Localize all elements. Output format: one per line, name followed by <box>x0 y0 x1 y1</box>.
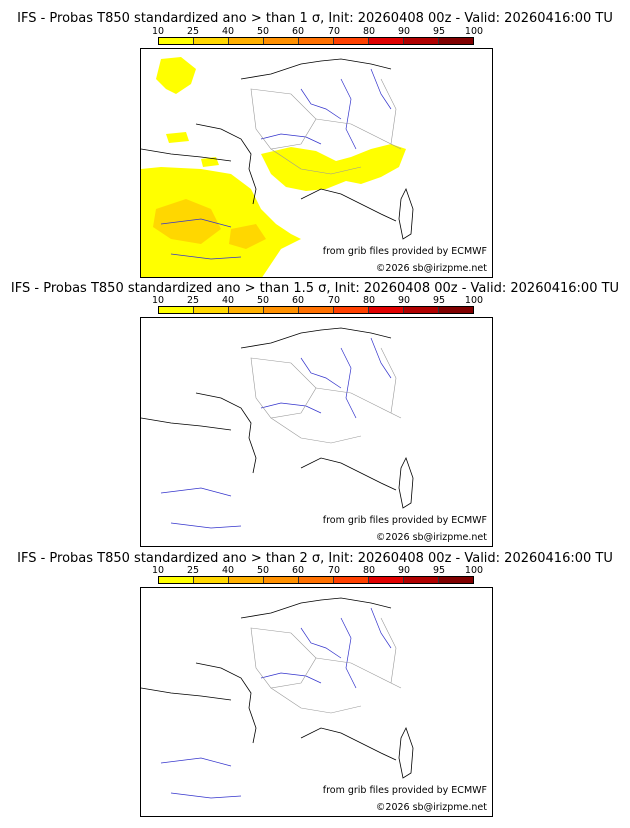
panel-1: IFS - Probas T850 standardized ano > tha… <box>0 0 630 278</box>
color-scale-labels: 10 25 40 50 60 70 80 90 95 100 <box>140 565 490 577</box>
color-scale-bar <box>158 306 474 314</box>
scale-label: 90 <box>397 565 411 576</box>
map-panel-1: from grib files provided by ECMWF ©2026 … <box>140 48 493 278</box>
scale-label: 80 <box>362 565 376 576</box>
scale-label: 60 <box>291 295 305 306</box>
scale-label: 70 <box>327 295 341 306</box>
scale-label: 25 <box>186 565 200 576</box>
scale-label: 60 <box>291 565 305 576</box>
borders <box>250 617 402 714</box>
scale-label: 50 <box>256 295 270 306</box>
color-scale-bar <box>158 576 474 584</box>
copyright: ©2026 sb@irizpme.net <box>375 263 487 274</box>
scale-label: 70 <box>327 26 341 37</box>
scale-segment <box>369 307 404 313</box>
scale-segment <box>334 307 369 313</box>
map-panel-3: from grib files provided by ECMWF ©2026 … <box>140 587 493 817</box>
scale-label: 95 <box>432 565 446 576</box>
data-source-credit: from grib files provided by ECMWF <box>322 246 487 257</box>
data-source-credit: from grib files provided by ECMWF <box>322 785 487 796</box>
scale-segment <box>194 38 229 44</box>
color-scale-bar <box>158 37 474 45</box>
scale-label: 10 <box>151 295 165 306</box>
scale-segment <box>439 307 473 313</box>
scale-label: 95 <box>432 295 446 306</box>
scale-label: 25 <box>186 26 200 37</box>
borders <box>250 78 402 175</box>
color-scale-labels: 10 25 40 50 60 70 80 90 95 100 <box>140 295 490 307</box>
scale-segment <box>334 38 369 44</box>
scale-segment <box>404 38 439 44</box>
scale-label: 50 <box>256 26 270 37</box>
map-3-graphics <box>141 597 414 799</box>
panel-title: IFS - Probas T850 standardized ano > tha… <box>17 11 613 26</box>
scale-segment <box>229 307 264 313</box>
scale-label: 50 <box>256 565 270 576</box>
scale-segment <box>264 577 299 583</box>
scale-segment <box>264 307 299 313</box>
borders <box>250 347 402 444</box>
panel-title: IFS - Probas T850 standardized ano > tha… <box>10 281 620 296</box>
scale-label: 80 <box>362 26 376 37</box>
scale-label: 25 <box>186 295 200 306</box>
scale-segment <box>334 577 369 583</box>
scale-label: 10 <box>151 565 165 576</box>
scale-segment <box>299 307 334 313</box>
probability-areas-mid <box>153 199 266 249</box>
coastlines <box>141 58 414 240</box>
coastlines <box>141 327 414 509</box>
scale-segment <box>194 577 229 583</box>
data-source-credit: from grib files provided by ECMWF <box>322 515 487 526</box>
copyright: ©2026 sb@irizpme.net <box>375 532 487 543</box>
rivers <box>160 337 392 529</box>
scale-segment <box>369 38 404 44</box>
scale-label: 95 <box>432 26 446 37</box>
scale-label: 40 <box>221 295 235 306</box>
scale-segment <box>404 577 439 583</box>
scale-label: 100 <box>464 26 484 37</box>
panel-title: IFS - Probas T850 standardized ano > tha… <box>17 551 613 566</box>
scale-segment <box>229 38 264 44</box>
scale-segment <box>299 38 334 44</box>
scale-label: 40 <box>221 565 235 576</box>
scale-label: 80 <box>362 295 376 306</box>
map-1-graphics <box>141 57 414 277</box>
scale-segment <box>159 577 194 583</box>
scale-label: 100 <box>464 295 484 306</box>
rivers <box>160 607 392 799</box>
scale-segment <box>439 38 473 44</box>
scale-segment <box>404 307 439 313</box>
panel-3: IFS - Probas T850 standardized ano > tha… <box>0 548 630 828</box>
scale-label: 90 <box>397 26 411 37</box>
scale-segment <box>439 577 473 583</box>
scale-label: 10 <box>151 26 165 37</box>
scale-segment <box>159 307 194 313</box>
map-2-graphics <box>141 327 414 529</box>
scale-segment <box>369 577 404 583</box>
rivers <box>160 68 392 260</box>
probability-areas <box>141 57 406 277</box>
map-panel-2: from grib files provided by ECMWF ©2026 … <box>140 317 493 547</box>
scale-segment <box>159 38 194 44</box>
panel-2: IFS - Probas T850 standardized ano > tha… <box>0 278 630 548</box>
color-scale-labels: 10 25 40 50 60 70 80 90 95 100 <box>140 26 490 38</box>
scale-label: 70 <box>327 565 341 576</box>
coastlines <box>141 597 414 779</box>
scale-label: 60 <box>291 26 305 37</box>
scale-label: 100 <box>464 565 484 576</box>
scale-label: 90 <box>397 295 411 306</box>
copyright: ©2026 sb@irizpme.net <box>375 802 487 813</box>
scale-segment <box>229 577 264 583</box>
scale-label: 40 <box>221 26 235 37</box>
scale-segment <box>299 577 334 583</box>
scale-segment <box>194 307 229 313</box>
scale-segment <box>264 38 299 44</box>
